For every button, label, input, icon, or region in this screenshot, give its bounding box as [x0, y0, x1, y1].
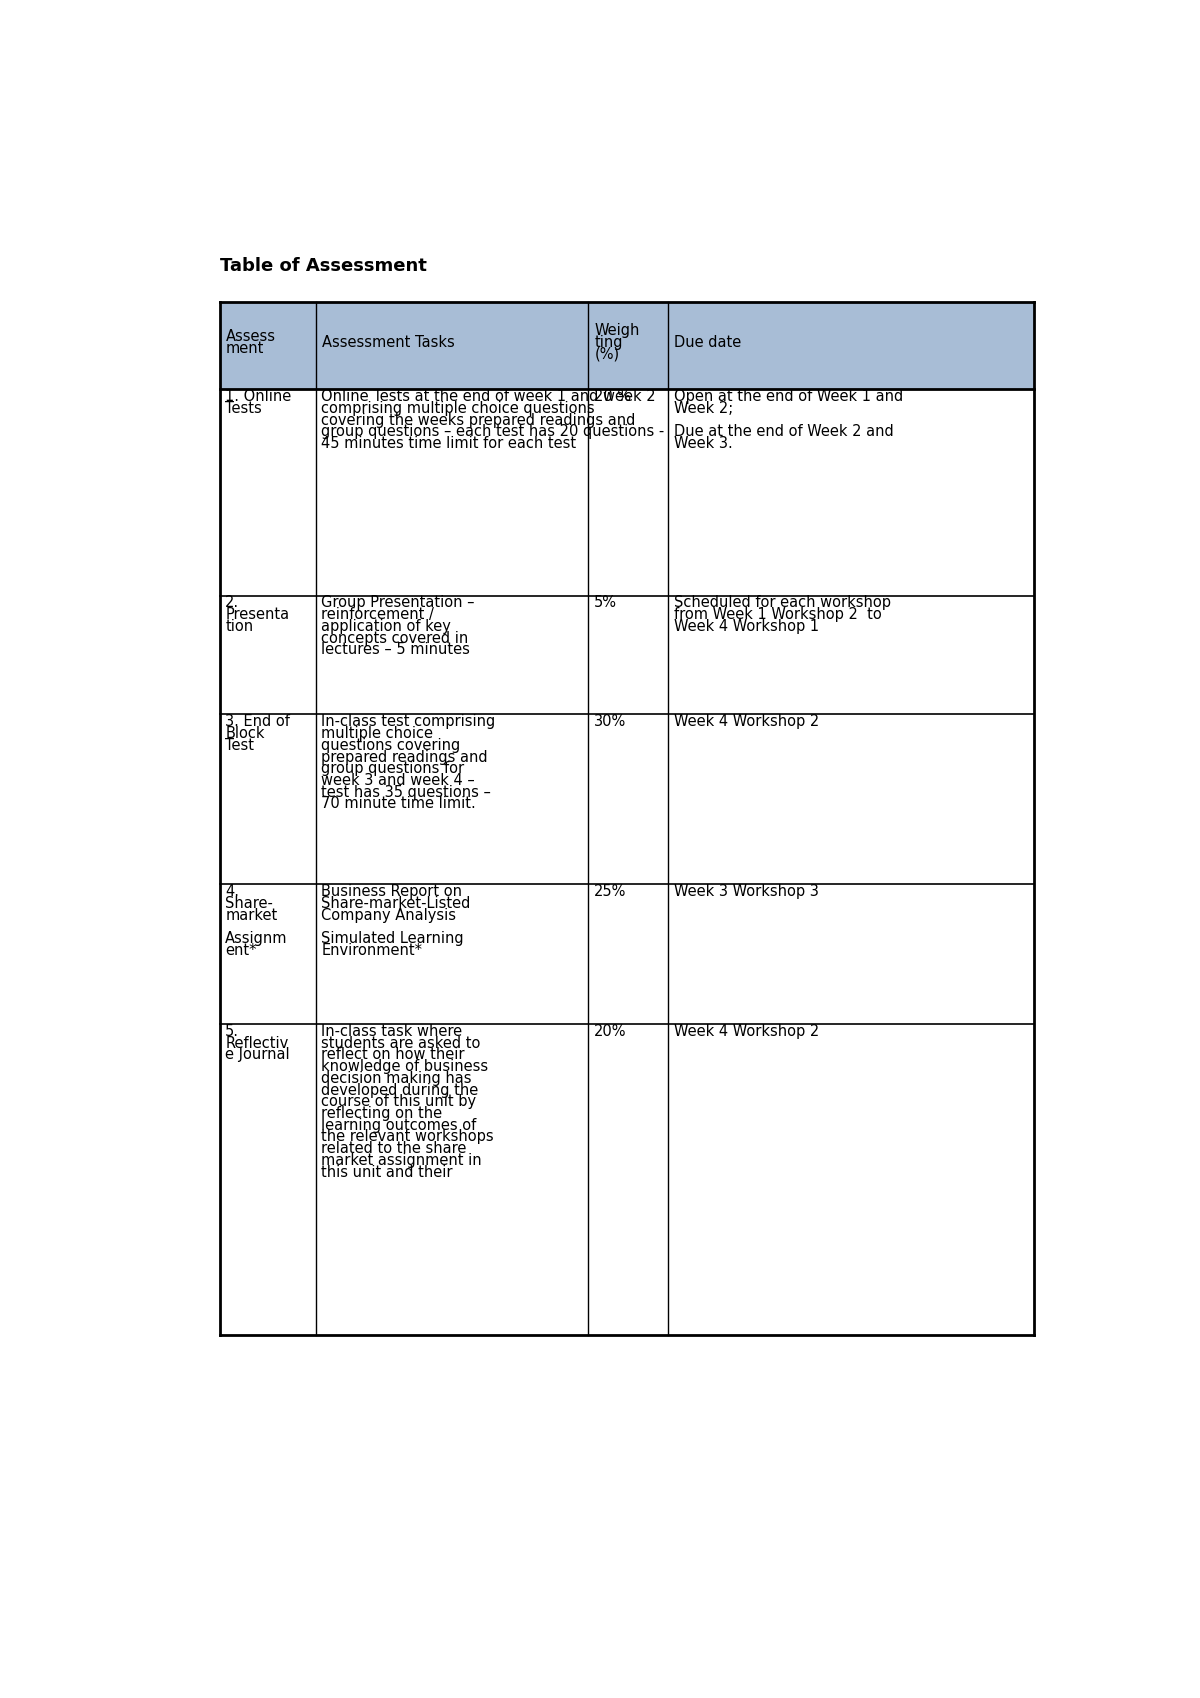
Text: 3. End of: 3. End of [226, 715, 290, 730]
Text: Environment*: Environment* [322, 942, 422, 958]
Text: questions covering: questions covering [322, 739, 461, 752]
Text: Block: Block [226, 727, 265, 740]
Text: In-class test comprising: In-class test comprising [322, 715, 496, 730]
Text: related to the share: related to the share [322, 1141, 467, 1156]
Text: reinforcement /: reinforcement / [322, 608, 434, 621]
Text: Week 4 Workshop 2: Week 4 Workshop 2 [673, 715, 818, 730]
Text: 1. Online: 1. Online [226, 389, 292, 404]
Text: 45 minutes time limit for each test: 45 minutes time limit for each test [322, 436, 576, 452]
Bar [220, 596, 316, 715]
Text: Reflectiv: Reflectiv [226, 1036, 288, 1051]
Text: ment: ment [226, 341, 264, 357]
Text: 5.: 5. [226, 1024, 239, 1039]
Bar [668, 596, 1033, 715]
Text: 25%: 25% [594, 885, 626, 900]
Text: (%): (%) [594, 346, 619, 362]
Text: this unit and their: this unit and their [322, 1165, 452, 1180]
Text: Scheduled for each workshop: Scheduled for each workshop [673, 596, 890, 611]
Text: 2.: 2. [226, 596, 239, 611]
Bar [588, 389, 668, 596]
Text: application of key: application of key [322, 618, 451, 633]
Text: test has 35 questions –: test has 35 questions – [322, 784, 491, 800]
Text: Due date: Due date [674, 335, 742, 350]
Text: students are asked to: students are asked to [322, 1036, 480, 1051]
Text: Share-market-Listed: Share-market-Listed [322, 897, 470, 912]
Text: multiple choice: multiple choice [322, 727, 433, 740]
Bar [220, 715, 316, 885]
Text: Simulated Learning: Simulated Learning [322, 931, 464, 946]
Bar [668, 885, 1033, 1024]
Text: ent*: ent* [226, 942, 257, 958]
Text: 5%: 5% [594, 596, 617, 611]
Text: course of this unit by: course of this unit by [322, 1094, 476, 1109]
Text: ting: ting [594, 335, 623, 350]
Bar [316, 715, 588, 885]
Text: from Week 1 Workshop 2  to: from Week 1 Workshop 2 to [673, 608, 881, 621]
Text: Assessment Tasks: Assessment Tasks [322, 335, 455, 350]
Text: week 3 and week 4 –: week 3 and week 4 – [322, 773, 475, 788]
Text: Due at the end of Week 2 and: Due at the end of Week 2 and [673, 424, 893, 440]
Text: decision making has: decision making has [322, 1071, 472, 1085]
Text: Company Analysis: Company Analysis [322, 908, 456, 922]
Text: 20%: 20% [594, 1024, 626, 1039]
Text: concepts covered in: concepts covered in [322, 630, 468, 645]
Bar [316, 302, 588, 389]
Text: Assess: Assess [226, 329, 276, 345]
Text: Week 4 Workshop 2: Week 4 Workshop 2 [673, 1024, 818, 1039]
Text: 20 %: 20 % [594, 389, 631, 404]
Text: e Journal: e Journal [226, 1048, 290, 1063]
Text: In-class task where: In-class task where [322, 1024, 462, 1039]
Text: reflecting on the: reflecting on the [322, 1105, 443, 1121]
Text: Presenta: Presenta [226, 608, 289, 621]
Text: Week 4 Workshop 1: Week 4 Workshop 1 [673, 618, 818, 633]
Bar [588, 1024, 668, 1335]
Text: Week 2;: Week 2; [673, 401, 733, 416]
Text: Share-: Share- [226, 897, 274, 912]
Text: lectures – 5 minutes: lectures – 5 minutes [322, 642, 470, 657]
Text: 30%: 30% [594, 715, 626, 730]
Bar [588, 302, 668, 389]
Bar [316, 596, 588, 715]
Text: market assignment in: market assignment in [322, 1153, 482, 1168]
Text: reflect on how their: reflect on how their [322, 1048, 464, 1063]
Text: tion: tion [226, 618, 253, 633]
Bar [220, 389, 316, 596]
Text: group questions – each test has 20 questions -: group questions – each test has 20 quest… [322, 424, 665, 440]
Bar [316, 1024, 588, 1335]
Text: Group Presentation –: Group Presentation – [322, 596, 475, 611]
Text: 4.: 4. [226, 885, 239, 900]
Text: Week 3.: Week 3. [673, 436, 732, 452]
Bar [588, 596, 668, 715]
Bar [588, 715, 668, 885]
Bar [316, 885, 588, 1024]
Bar [668, 1024, 1033, 1335]
Text: prepared readings and: prepared readings and [322, 749, 488, 764]
Bar [316, 389, 588, 596]
Text: developed during the: developed during the [322, 1083, 479, 1097]
Text: Open at the end of Week 1 and: Open at the end of Week 1 and [673, 389, 902, 404]
Bar [588, 885, 668, 1024]
Bar [668, 715, 1033, 885]
Bar [668, 302, 1033, 389]
Text: Online Tests at the end of week 1 and week 2: Online Tests at the end of week 1 and we… [322, 389, 656, 404]
Text: covering the weeks prepared readings and: covering the weeks prepared readings and [322, 413, 636, 428]
Text: comprising multiple choice questions: comprising multiple choice questions [322, 401, 595, 416]
Bar [220, 302, 316, 389]
Text: 70 minute time limit.: 70 minute time limit. [322, 796, 476, 812]
Text: Assignm: Assignm [226, 931, 288, 946]
Text: Tests: Tests [226, 401, 262, 416]
Text: Test: Test [226, 739, 254, 752]
Text: Business Report on: Business Report on [322, 885, 462, 900]
Text: the relevant workshops: the relevant workshops [322, 1129, 494, 1144]
Text: market: market [226, 908, 277, 922]
Text: Week 3 Workshop 3: Week 3 Workshop 3 [673, 885, 818, 900]
Bar [220, 885, 316, 1024]
Text: learning outcomes of: learning outcomes of [322, 1117, 476, 1133]
Text: Table of Assessment: Table of Assessment [220, 256, 427, 275]
Bar [220, 1024, 316, 1335]
Bar [668, 389, 1033, 596]
Text: group questions for: group questions for [322, 761, 464, 776]
Text: Weigh: Weigh [594, 323, 640, 338]
Text: knowledge of business: knowledge of business [322, 1060, 488, 1075]
